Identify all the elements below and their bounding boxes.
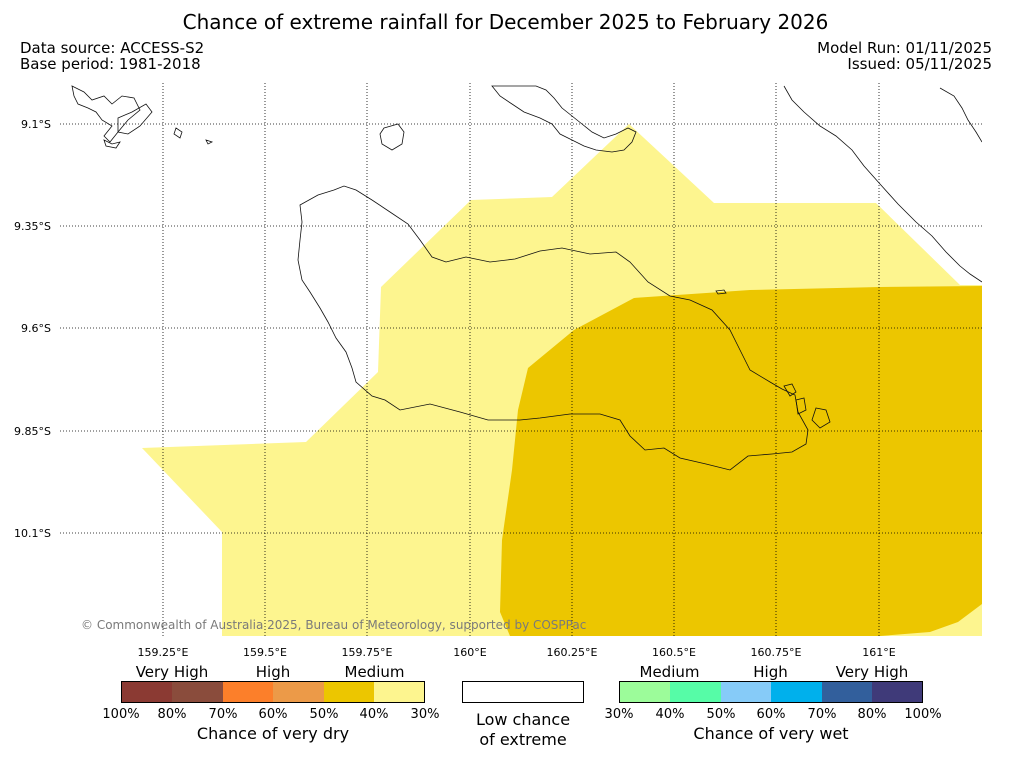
malaita-east-coastline: [783, 85, 982, 283]
legend-tick: 80%: [857, 707, 887, 722]
lat-label: 9.6°S: [21, 322, 51, 335]
legend-wet-category: Very High: [835, 663, 909, 681]
coastlines: [71, 85, 982, 471]
legend-dry-caption: Chance of very dry: [196, 724, 350, 743]
legend-swatch: [324, 681, 374, 703]
lat-label: 9.1°S: [21, 118, 51, 131]
legend-dry-category: Medium: [344, 663, 405, 681]
legend-swatch: [619, 681, 670, 703]
lon-label: 160.75°E: [751, 646, 802, 659]
small-islet-coastline: [715, 289, 727, 295]
legend-neutral-caption-line1: Low chance: [475, 710, 571, 729]
data-source: Data source: ACCESS-S2: [20, 39, 205, 57]
legend-swatch: [670, 681, 721, 703]
legend-neutral-swatch: [462, 681, 584, 703]
legend-dry-category: Very High: [135, 663, 209, 681]
lon-label: 161°E: [862, 646, 895, 659]
lon-label: 160.5°E: [652, 646, 696, 659]
issued-date: Issued: 05/11/2025: [847, 55, 992, 73]
rainfall-map: 9.1°S 9.35°S 9.6°S 9.85°S 10.1°S 159.25°…: [14, 83, 982, 659]
legend-tick: 60%: [258, 707, 288, 722]
legend-tick: 40%: [655, 707, 685, 722]
legend-wet-caption: Chance of very wet: [693, 724, 849, 743]
lon-label: 160°E: [453, 646, 486, 659]
legend-tick: 70%: [807, 707, 837, 722]
savo-island-coastline: [379, 123, 405, 151]
florida-islands-coastline: [71, 85, 214, 149]
base-period: Base period: 1981-2018: [20, 55, 201, 73]
legend-tick: 40%: [359, 707, 389, 722]
lat-label: 9.35°S: [14, 220, 51, 233]
lon-label: 159.25°E: [138, 646, 189, 659]
lon-label: 160.25°E: [547, 646, 598, 659]
legend-tick: 60%: [756, 707, 786, 722]
latitude-labels: 9.1°S 9.35°S 9.6°S 9.85°S 10.1°S: [14, 118, 51, 540]
longitude-labels: 159.25°E 159.5°E 159.75°E 160°E 160.25°E…: [138, 646, 896, 659]
legend-tick: 100%: [102, 707, 140, 722]
copyright-notice: © Commonwealth of Australia 2025, Bureau…: [81, 618, 587, 632]
legend-swatch: [223, 681, 273, 703]
model-run: Model Run: 01/11/2025: [817, 39, 992, 57]
legend-swatch: [771, 681, 822, 703]
legend-tick: 30%: [410, 707, 440, 722]
legend-tick: 100%: [904, 707, 942, 722]
legend-swatch: [374, 681, 425, 703]
map-title: Chance of extreme rainfall for December …: [182, 10, 829, 34]
legend-tick: 50%: [706, 707, 736, 722]
guadalcanal-coastline: [297, 185, 809, 471]
lon-label: 159.75°E: [342, 646, 393, 659]
graticule: [60, 83, 982, 636]
legend-swatch: [822, 681, 872, 703]
legend-swatch: [721, 681, 771, 703]
malaita-west-coastline: [491, 85, 637, 153]
lon-label: 159.5°E: [243, 646, 287, 659]
maramasike-coastline: [939, 87, 982, 143]
legend-wet-category: Medium: [639, 663, 700, 681]
legend-tick: 70%: [208, 707, 238, 722]
legend-swatch: [172, 681, 223, 703]
legend-tick: 30%: [604, 707, 634, 722]
lat-label: 9.85°S: [14, 425, 51, 438]
legend-swatch: [121, 681, 172, 703]
legend-neutral-caption-line2: of extreme: [479, 730, 567, 749]
legend-tick: 80%: [157, 707, 187, 722]
eastern-islets-coastline: [783, 383, 831, 429]
legend-swatch: [273, 681, 324, 703]
lat-label: 10.1°S: [14, 527, 51, 540]
legend-tick: 50%: [309, 707, 339, 722]
legend-wet-category: High: [753, 663, 788, 681]
legend-dry-category: High: [255, 663, 291, 681]
legend-swatch: [872, 681, 923, 703]
